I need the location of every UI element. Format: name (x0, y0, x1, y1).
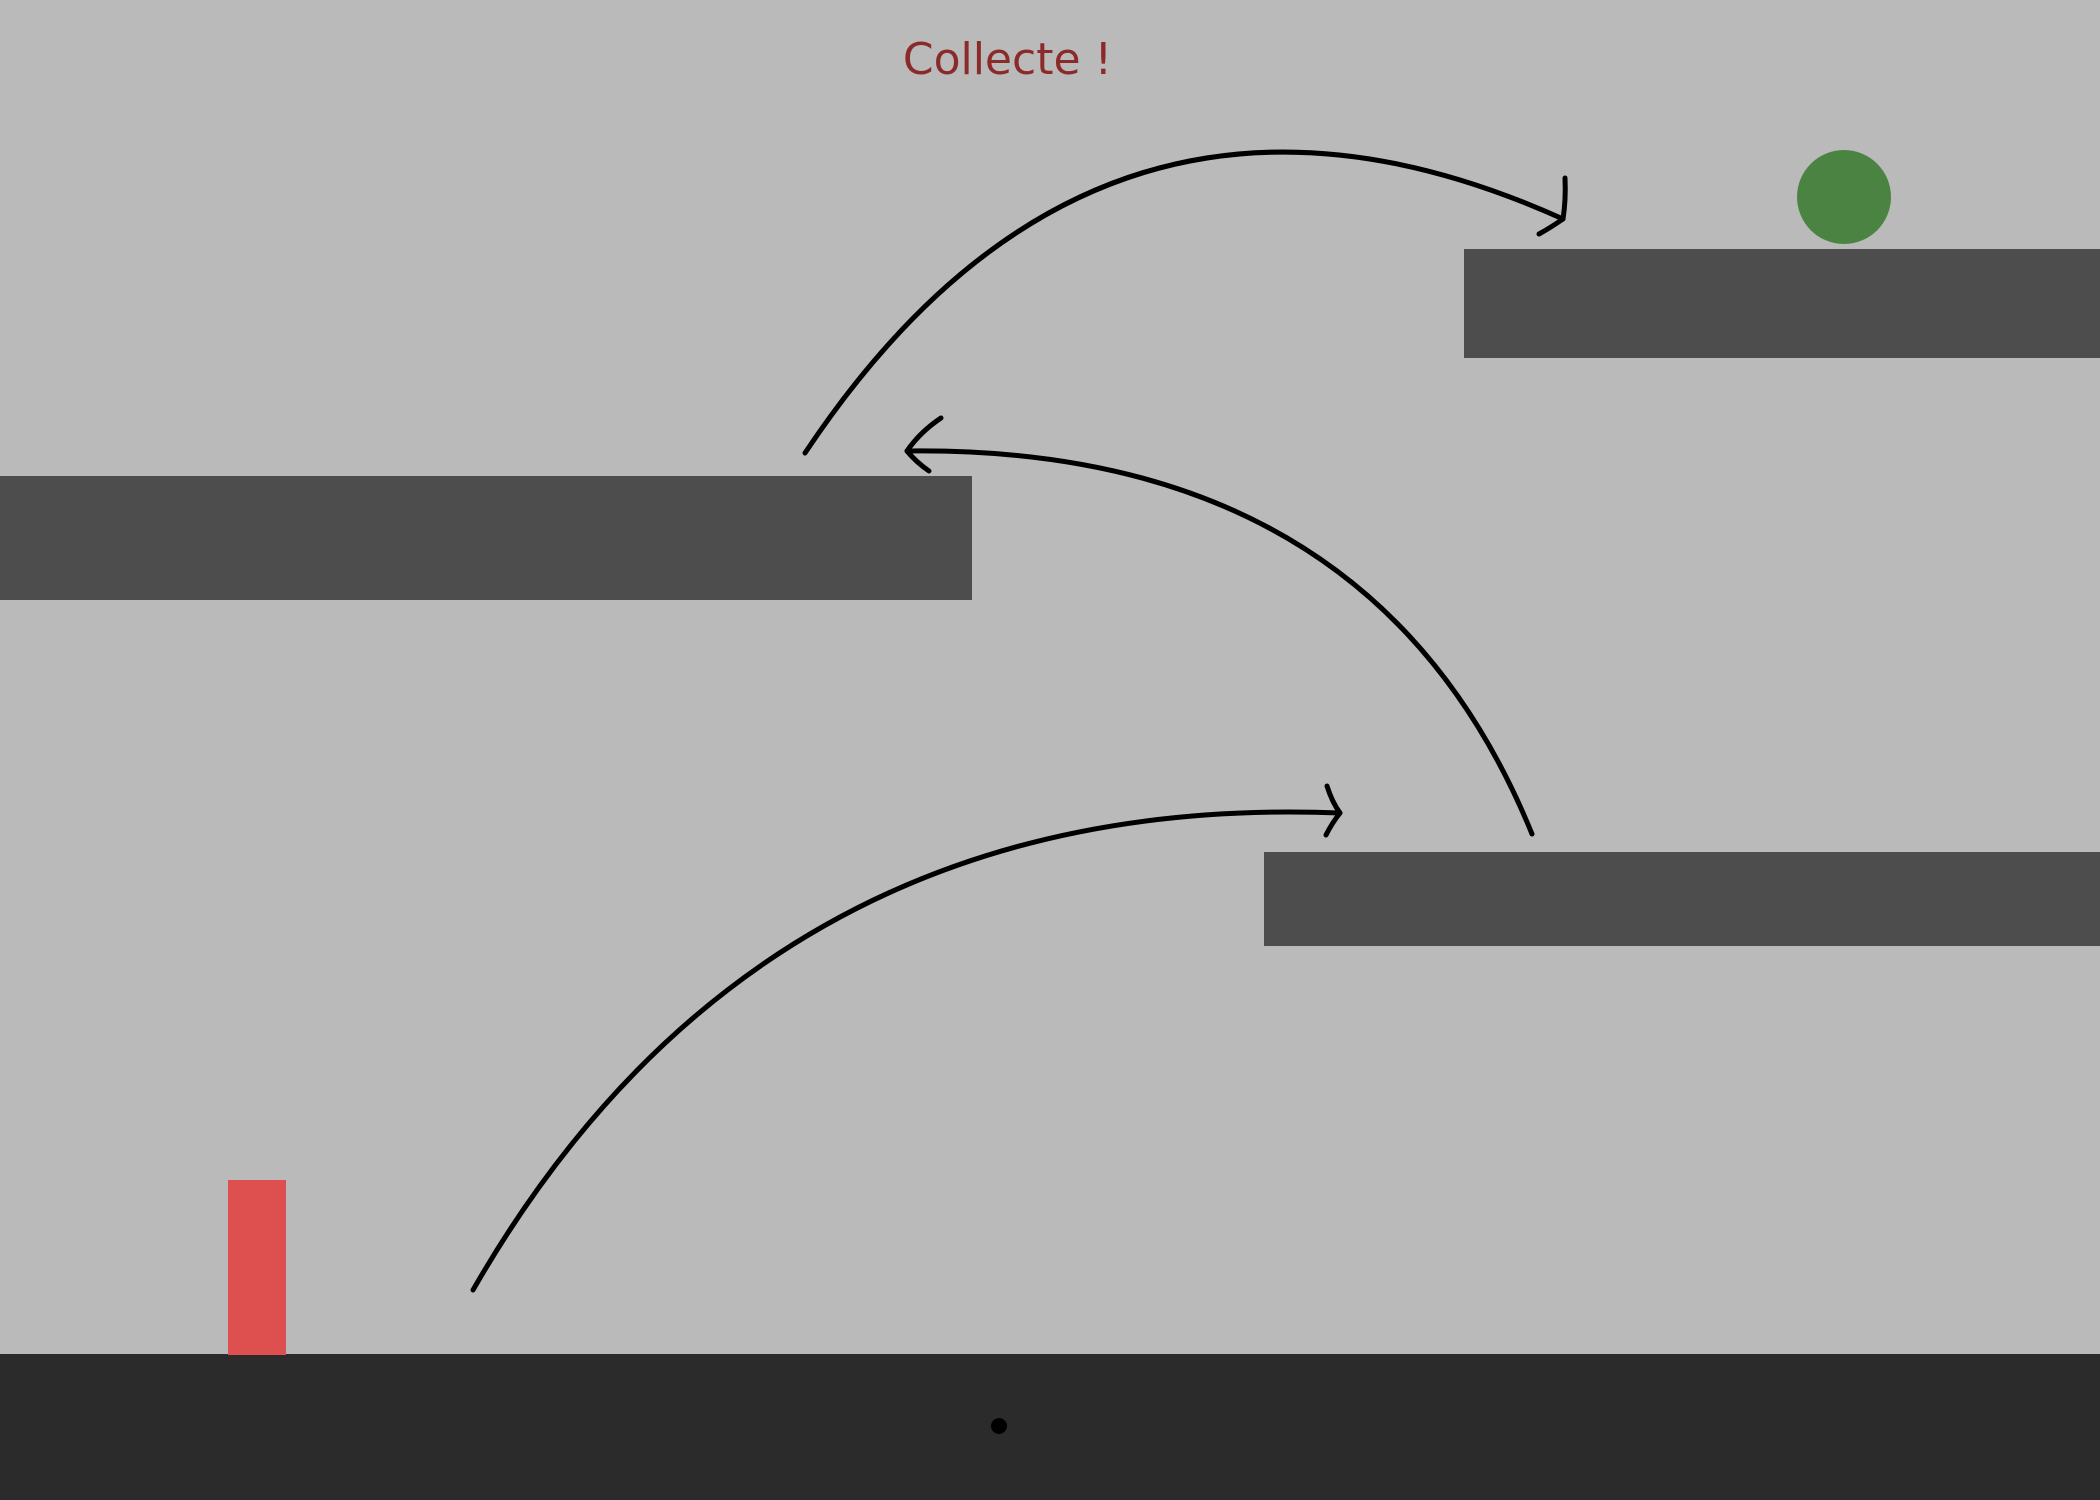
jump-arrow-3-head (1536, 175, 1568, 237)
platform-right-low (1264, 852, 2100, 946)
jump-arrow-1-head (1323, 783, 1343, 838)
jump-arrow-2 (904, 448, 1535, 837)
jump-arrow-3 (802, 149, 1566, 456)
platform-left (0, 476, 972, 600)
collectible-orb[interactable] (1797, 150, 1891, 244)
game-title: Collecte ! (902, 34, 1113, 85)
platform-right-high (1464, 249, 2100, 358)
player-block[interactable] (228, 1180, 286, 1355)
ground-marker-dot (991, 1418, 1007, 1434)
ground (0, 1354, 2100, 1500)
jump-arrow-2-head (904, 415, 944, 474)
jump-arrow-1 (470, 809, 1343, 1293)
